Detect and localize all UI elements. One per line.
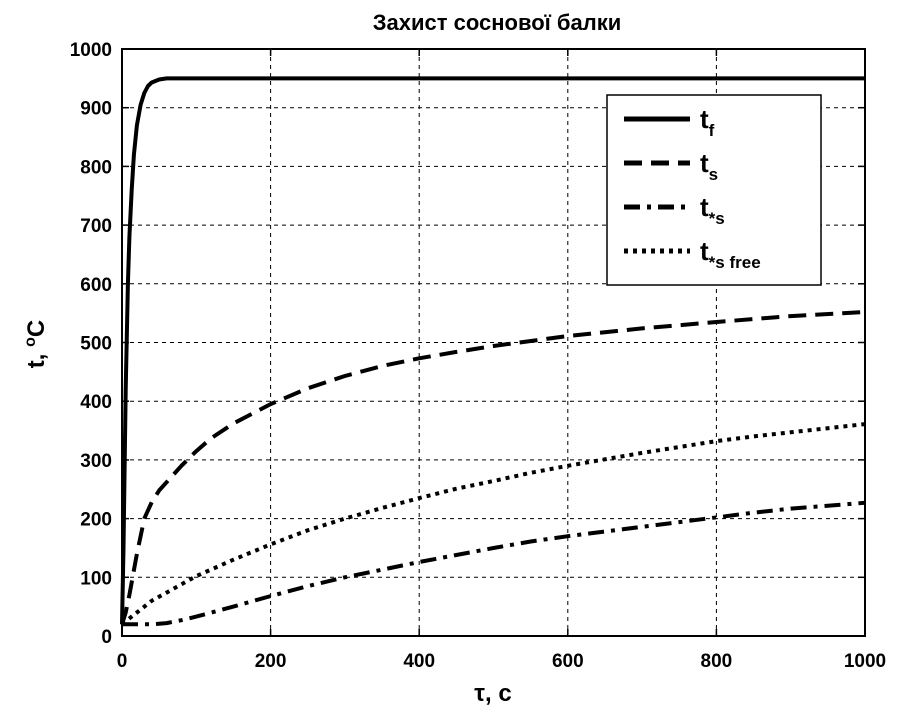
y-axis-label: t, oC <box>22 320 50 368</box>
x-tick-label: 1000 <box>844 651 886 672</box>
y-tick-label: 200 <box>80 510 112 531</box>
x-tick-label: 600 <box>552 651 584 672</box>
legend-label: t*s <box>700 192 725 228</box>
y-tick-label: 1000 <box>70 40 112 61</box>
y-tick-label: 100 <box>80 568 112 589</box>
legend-label-base: t <box>700 192 709 222</box>
y-tick-label: 700 <box>80 216 112 237</box>
y-tick-labels: 0 100 200 300 400 500 600 700 800 900 1000 <box>70 40 112 648</box>
legend-label-base: t <box>700 148 709 178</box>
legend-label-sub: s <box>709 165 718 184</box>
y-axis-label-sup: o <box>22 337 39 347</box>
tick-marks <box>121 48 866 637</box>
x-axis-label: τ, с <box>474 680 511 705</box>
x-tick-labels: 0 200 400 600 800 1000 <box>117 651 886 672</box>
legend-label-base: t <box>700 104 709 134</box>
y-tick-label: 600 <box>80 275 112 296</box>
y-axis-label-tail: C <box>23 320 50 337</box>
y-tick-label: 0 <box>101 627 112 648</box>
legend-label-sub: *s free <box>709 253 761 272</box>
legend-label-sub: *s <box>709 209 725 228</box>
y-tick-label: 400 <box>80 392 112 413</box>
x-tick-label: 400 <box>403 651 435 672</box>
y-axis-label-main: t, <box>23 347 50 368</box>
y-tick-label: 500 <box>80 334 112 355</box>
series-line <box>120 76 865 625</box>
legend-label: tf <box>700 104 715 140</box>
series-line <box>120 422 866 626</box>
series-line <box>120 310 866 625</box>
legend-label-sub: f <box>709 121 715 140</box>
y-tick-label: 300 <box>80 451 112 472</box>
series-layer <box>120 76 866 627</box>
chart-title: Захист соснової балки <box>373 10 622 35</box>
series-line <box>122 500 866 627</box>
x-tick-label: 800 <box>701 651 733 672</box>
legend-label: ts <box>700 148 718 184</box>
x-tick-label: 200 <box>255 651 287 672</box>
x-tick-label: 0 <box>117 651 128 672</box>
legend-label: t*s free <box>700 236 761 272</box>
y-tick-label: 900 <box>80 99 112 120</box>
legend-label-base: t <box>700 236 709 266</box>
y-tick-label: 800 <box>80 157 112 178</box>
